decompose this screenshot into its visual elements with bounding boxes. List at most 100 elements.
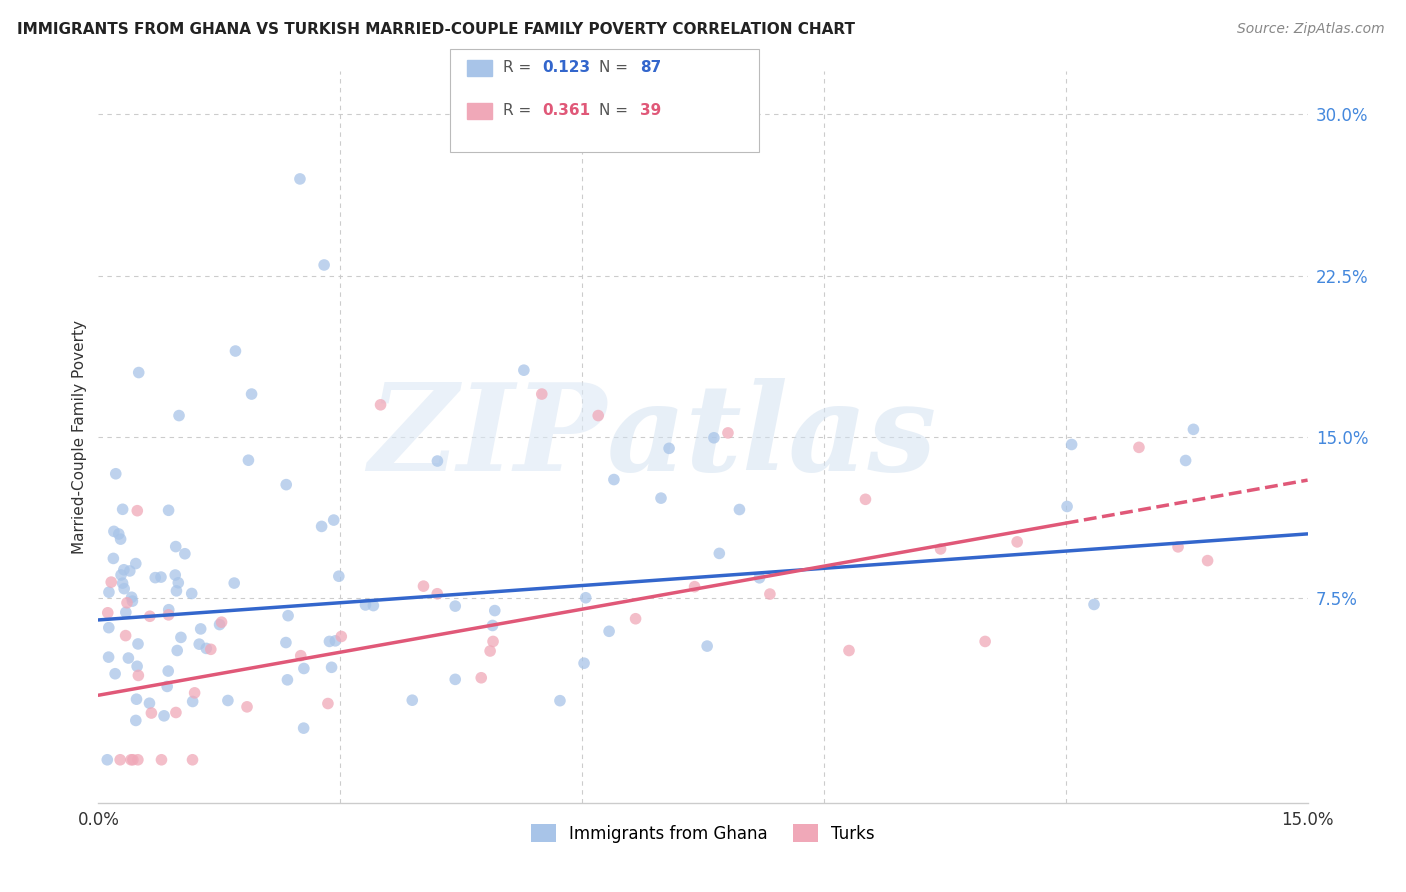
Point [683,580,706,594]
Point [292,661,315,675]
Point [181,753,204,767]
Point [717,425,740,440]
Y-axis label: Married-Couple Family Poverty: Married-Couple Family Poverty [72,320,87,554]
Point [1182,422,1205,436]
Point [118,564,141,578]
Point [1167,540,1189,554]
Text: atlas: atlas [606,378,936,496]
Point [748,571,770,585]
Text: 87: 87 [640,61,661,75]
Point [167,575,190,590]
Point [318,634,340,648]
Point [855,492,877,507]
Point [157,603,180,617]
Point [103,551,125,566]
Point [110,568,132,582]
Point [128,366,150,380]
Point [974,634,997,648]
Point [482,634,505,648]
Point [354,598,377,612]
Point [166,643,188,657]
Text: 0.123: 0.123 [543,61,591,75]
Point [224,576,246,591]
Point [139,609,162,624]
Text: Source: ZipAtlas.com: Source: ZipAtlas.com [1237,22,1385,37]
Point [236,699,259,714]
Point [929,541,952,556]
Point [426,454,449,468]
Point [1128,441,1150,455]
Text: IMMIGRANTS FROM GHANA VS TURKISH MARRIED-COUPLE FAMILY POVERTY CORRELATION CHART: IMMIGRANTS FROM GHANA VS TURKISH MARRIED… [17,22,855,37]
Point [484,604,506,618]
Point [401,693,423,707]
Text: 39: 39 [640,103,661,118]
Point [470,671,492,685]
Point [181,694,204,708]
Point [328,569,350,583]
Point [200,642,222,657]
Text: N =: N = [599,61,633,75]
Point [104,666,127,681]
Point [412,579,434,593]
Point [426,587,449,601]
Point [530,387,553,401]
Point [481,618,503,632]
Point [149,570,172,584]
Point [121,591,143,605]
Point [1060,437,1083,451]
Point [112,563,135,577]
Point [311,519,333,533]
Point [211,615,233,630]
Point [100,575,122,590]
Point [190,622,212,636]
Point [127,637,149,651]
Point [120,753,142,767]
Point [709,546,731,560]
Point [183,686,205,700]
Point [292,721,315,735]
Point [838,643,860,657]
Point [173,547,195,561]
Point [165,706,187,720]
Point [117,651,139,665]
Point [107,527,129,541]
Point [224,344,246,359]
Point [165,540,187,554]
Point [141,706,163,720]
Point [1056,500,1078,514]
Point [97,585,120,599]
Point [125,557,148,571]
Text: R =: R = [503,103,537,118]
Point [658,442,681,456]
Point [188,637,211,651]
Point [195,641,218,656]
Point [276,477,298,491]
Point [696,639,718,653]
Point [323,633,346,648]
Point [208,617,231,632]
Point [97,650,120,665]
Point [240,387,263,401]
Point [150,753,173,767]
Point [548,694,571,708]
Point [104,467,127,481]
Point [127,659,149,673]
Point [165,583,187,598]
Point [96,753,118,767]
Point [121,594,143,608]
Point [288,172,311,186]
Point [728,502,751,516]
Point [444,673,467,687]
Point [110,532,132,546]
Point [703,431,725,445]
Point [157,607,180,622]
Point [1174,453,1197,467]
Legend: Immigrants from Ghana, Turks: Immigrants from Ghana, Turks [524,818,882,849]
Point [322,513,344,527]
Point [572,656,595,670]
Point [238,453,260,467]
Point [217,693,239,707]
Point [598,624,620,639]
Point [1197,553,1219,567]
Point [165,568,187,582]
